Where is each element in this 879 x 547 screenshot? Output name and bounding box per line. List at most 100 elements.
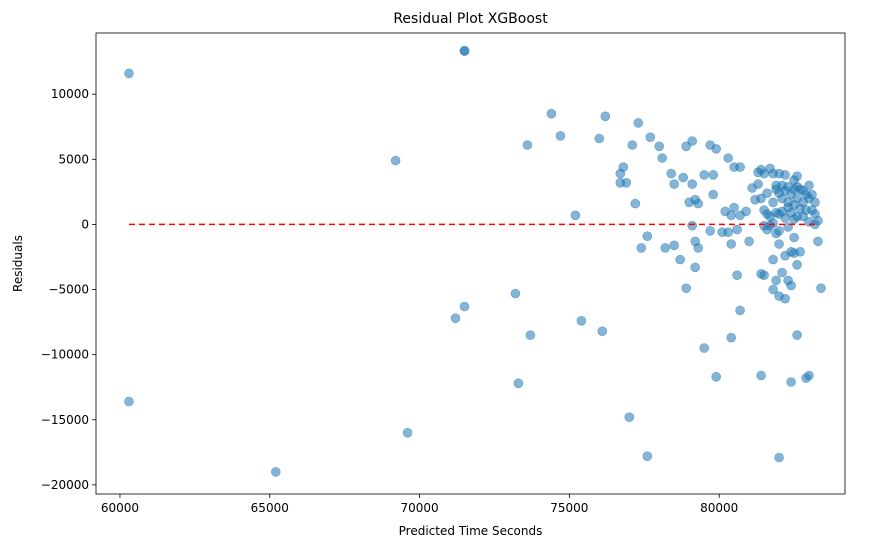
x-axis: 60000 65000 70000 75000 80000 bbox=[101, 494, 738, 515]
data-point bbox=[729, 202, 739, 213]
y-tick-label: 5000 bbox=[58, 152, 89, 166]
data-point bbox=[774, 452, 784, 463]
data-point bbox=[723, 153, 734, 163]
data-point bbox=[726, 239, 737, 249]
y-tick-label: −20000 bbox=[41, 478, 89, 492]
data-point bbox=[675, 254, 686, 265]
x-tick-label: 70000 bbox=[400, 501, 438, 515]
y-axis: −20000 −15000 −10000 −5000 0 5000 10000 bbox=[41, 87, 96, 492]
data-point bbox=[402, 427, 413, 438]
data-point bbox=[687, 136, 698, 146]
data-point bbox=[525, 330, 536, 340]
data-point bbox=[762, 188, 772, 198]
data-point bbox=[681, 283, 692, 294]
data-point bbox=[124, 396, 134, 407]
data-point bbox=[756, 370, 766, 381]
y-tick-label: 0 bbox=[81, 217, 89, 231]
data-point bbox=[627, 140, 638, 150]
data-point bbox=[735, 162, 745, 172]
data-point bbox=[786, 280, 796, 291]
data-point bbox=[618, 162, 629, 172]
data-point bbox=[513, 378, 524, 389]
data-point bbox=[705, 226, 716, 236]
data-point bbox=[693, 198, 704, 209]
data-point bbox=[654, 141, 665, 152]
data-point bbox=[390, 155, 401, 166]
data-point bbox=[570, 210, 581, 221]
data-point bbox=[741, 206, 751, 217]
data-point bbox=[597, 326, 608, 337]
data-point bbox=[771, 184, 781, 195]
data-point bbox=[510, 288, 521, 299]
data-point bbox=[594, 133, 605, 144]
data-point bbox=[789, 184, 799, 195]
data-point bbox=[777, 267, 787, 278]
data-point bbox=[783, 202, 793, 213]
data-point bbox=[693, 243, 704, 253]
data-point bbox=[687, 220, 698, 231]
data-point bbox=[759, 270, 769, 281]
data-point bbox=[621, 178, 632, 188]
data-point bbox=[810, 197, 820, 208]
x-tick-label: 65000 bbox=[251, 501, 289, 515]
data-point bbox=[732, 270, 742, 281]
y-axis-title: Residuals bbox=[11, 235, 25, 292]
x-axis-title: Predicted Time Seconds bbox=[399, 524, 543, 538]
data-point bbox=[792, 171, 802, 181]
data-point bbox=[522, 140, 533, 150]
data-point bbox=[630, 198, 641, 209]
data-point bbox=[768, 284, 778, 295]
data-point bbox=[759, 220, 769, 231]
data-point bbox=[732, 224, 742, 235]
data-point bbox=[124, 68, 134, 79]
data-point bbox=[804, 370, 814, 381]
data-point bbox=[816, 283, 826, 294]
data-point bbox=[642, 451, 653, 462]
data-point bbox=[708, 189, 719, 200]
x-tick-label: 75000 bbox=[550, 501, 588, 515]
data-point bbox=[744, 236, 754, 247]
data-point bbox=[813, 236, 823, 247]
data-point bbox=[645, 132, 656, 142]
y-tick-label: −15000 bbox=[41, 413, 89, 427]
plot-background bbox=[96, 33, 845, 494]
data-point bbox=[669, 240, 680, 251]
data-point bbox=[678, 172, 689, 183]
data-point bbox=[576, 315, 587, 326]
data-point bbox=[795, 247, 805, 257]
data-point bbox=[780, 293, 790, 304]
data-point bbox=[726, 332, 737, 343]
data-point bbox=[789, 232, 799, 243]
data-point bbox=[792, 330, 802, 340]
data-point bbox=[771, 275, 781, 286]
data-point bbox=[459, 301, 470, 312]
data-point bbox=[786, 377, 796, 387]
data-point bbox=[669, 179, 680, 189]
data-point bbox=[660, 243, 671, 253]
data-point bbox=[555, 131, 566, 141]
data-point bbox=[636, 243, 647, 253]
data-point bbox=[723, 227, 734, 237]
data-point bbox=[711, 144, 722, 154]
data-point bbox=[666, 168, 677, 179]
data-point bbox=[699, 170, 710, 180]
data-point bbox=[768, 197, 778, 208]
data-point bbox=[687, 179, 698, 189]
data-point bbox=[735, 305, 745, 316]
data-point bbox=[711, 371, 722, 382]
y-tick-label: −5000 bbox=[48, 283, 89, 297]
data-point bbox=[600, 111, 611, 122]
data-point bbox=[804, 180, 814, 191]
data-point bbox=[642, 231, 653, 241]
data-point bbox=[753, 179, 763, 189]
data-point bbox=[459, 45, 470, 56]
data-point bbox=[813, 215, 823, 226]
data-point bbox=[774, 239, 784, 249]
data-point bbox=[708, 170, 719, 180]
data-point bbox=[450, 313, 461, 324]
data-point bbox=[690, 262, 701, 273]
y-tick-label: 10000 bbox=[51, 87, 89, 101]
data-point bbox=[546, 108, 557, 119]
y-tick-label: −10000 bbox=[41, 348, 89, 362]
